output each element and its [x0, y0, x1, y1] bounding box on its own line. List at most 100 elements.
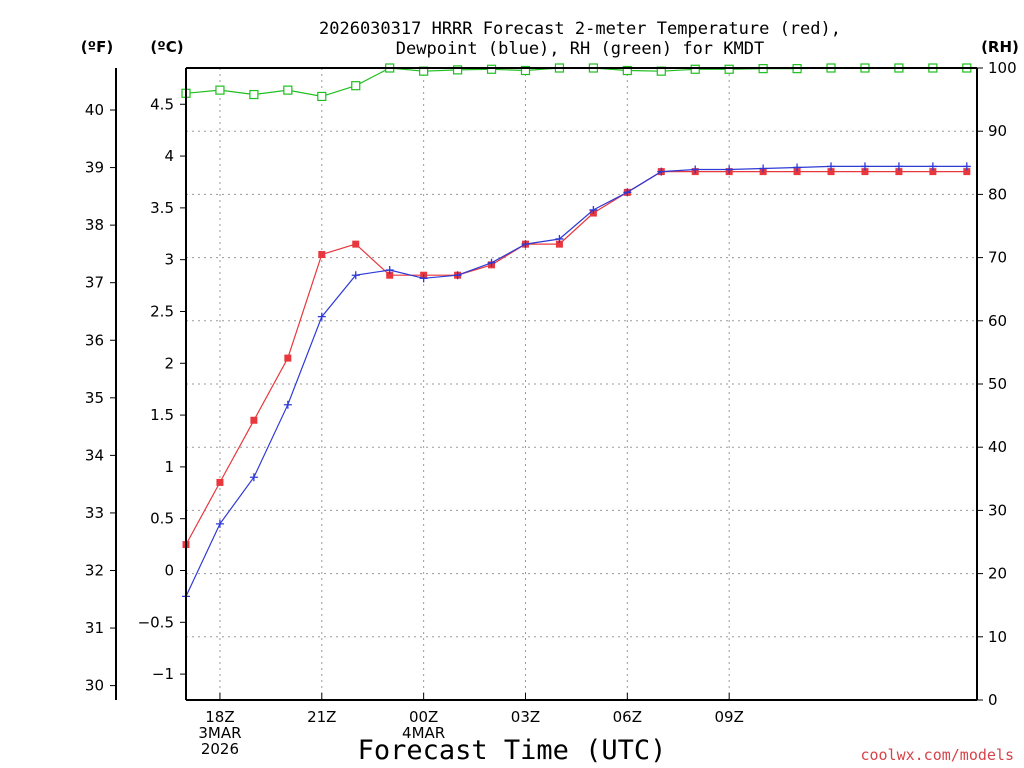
dewpoint-point — [725, 165, 734, 174]
rh-point — [283, 85, 293, 95]
dewpoint-point — [928, 162, 937, 171]
dewpoint-point — [894, 162, 903, 171]
dewpoint-point — [589, 205, 598, 214]
rh-point — [486, 64, 497, 74]
temperature-point — [929, 168, 937, 176]
chart-title-line2: Dewpoint (blue), RH (green) for KMDT — [396, 39, 764, 59]
fahrenheit-tick-label: 31 — [85, 619, 104, 637]
dewpoint-point — [691, 165, 700, 174]
temperature-point — [216, 478, 224, 486]
x-tick-label: 2026 — [201, 740, 239, 758]
fahrenheit-tick-label: 32 — [85, 561, 104, 579]
x-tick-label: 4MAR — [402, 724, 445, 742]
celsius-tick-label: 2.5 — [150, 302, 174, 320]
celsius-tick-label: −1 — [152, 665, 174, 683]
temperature-point — [555, 240, 563, 248]
rh-series-line — [185, 67, 967, 98]
dewpoint-point — [317, 312, 326, 321]
dewpoint-series-line — [185, 165, 967, 597]
dewpoint-point — [657, 167, 666, 176]
rh-point — [317, 91, 327, 102]
chart-title-line1: 2026030317 HRRR Forecast 2-meter Tempera… — [319, 19, 841, 39]
celsius-tick-label: 0 — [164, 561, 174, 579]
dewpoint-point — [555, 234, 564, 243]
celsius-tick-label: 4 — [164, 147, 174, 165]
celsius-unit-label: (ºC) — [150, 38, 183, 56]
temperature-point — [318, 250, 326, 258]
rh-tick-label: 30 — [988, 501, 1007, 519]
celsius-tick-label: 1 — [164, 458, 174, 476]
temperature-point — [352, 240, 360, 248]
fahrenheit-unit-label: (ºF) — [81, 38, 113, 56]
rh-tick-label: 40 — [988, 438, 1007, 456]
rh-point — [452, 65, 463, 75]
rh-point — [724, 64, 734, 74]
dewpoint-point — [385, 266, 394, 275]
temperature-point — [827, 168, 835, 176]
temperature-point — [895, 168, 903, 176]
fahrenheit-tick-label: 37 — [85, 274, 104, 292]
celsius-tick-label: 3 — [164, 251, 174, 269]
dewpoint-point — [453, 271, 462, 280]
fahrenheit-tick-label: 40 — [85, 101, 104, 119]
temperature-point — [861, 168, 869, 176]
dewpoint-point — [419, 274, 428, 283]
dewpoint-point — [759, 164, 768, 173]
series-layer — [181, 63, 972, 601]
rh-point — [520, 65, 531, 76]
x-tick-label: 09Z — [714, 708, 743, 726]
fahrenheit-tick-label: 39 — [85, 159, 104, 177]
dewpoint-point — [487, 258, 496, 267]
watermark: coolwx.com/models — [860, 746, 1014, 764]
fahrenheit-tick-label: 30 — [85, 677, 104, 695]
fahrenheit-tick-label: 35 — [85, 389, 104, 407]
fahrenheit-tick-label: 38 — [85, 216, 104, 234]
dewpoint-point — [793, 163, 802, 172]
rh-point — [249, 89, 259, 100]
rh-tick-label: 80 — [988, 185, 1007, 203]
temperature-point — [793, 168, 801, 176]
celsius-tick-label: 0.5 — [150, 510, 174, 528]
temperature-point — [963, 168, 971, 176]
celsius-tick-label: 2 — [164, 354, 174, 372]
dewpoint-point — [623, 188, 632, 197]
dewpoint-point — [283, 400, 292, 409]
rh-tick-label: 10 — [988, 628, 1007, 646]
celsius-tick-label: −0.5 — [138, 613, 174, 631]
temperature-point — [250, 416, 258, 424]
rh-tick-label: 100 — [988, 59, 1017, 77]
rh-unit-label: (RH) — [981, 38, 1019, 56]
dewpoint-point — [521, 240, 530, 249]
axis-layer: 3031323334353637383940−1−0.500.511.522.5… — [85, 59, 1017, 758]
x-axis-label: Forecast Time (UTC) — [358, 735, 667, 766]
rh-tick-label: 50 — [988, 375, 1007, 393]
temperature-series-line — [185, 171, 967, 545]
fahrenheit-tick-label: 33 — [85, 504, 104, 522]
dewpoint-point — [249, 473, 258, 482]
celsius-tick-label: 4.5 — [150, 95, 174, 113]
temperature-point — [284, 354, 292, 362]
rh-point — [622, 65, 632, 76]
celsius-tick-label: 3.5 — [150, 199, 174, 217]
dewpoint-point — [962, 162, 971, 171]
dewpoint-point — [827, 162, 836, 171]
rh-tick-label: 20 — [988, 565, 1007, 583]
rh-tick-label: 90 — [988, 122, 1007, 140]
x-tick-label: 03Z — [511, 708, 540, 726]
grid-layer — [186, 68, 977, 700]
rh-tick-label: 70 — [988, 249, 1007, 267]
x-tick-label: 3MAR — [198, 724, 241, 742]
rh-point — [351, 81, 361, 91]
dewpoint-point — [215, 519, 224, 528]
rh-point — [215, 85, 225, 95]
fahrenheit-tick-label: 36 — [85, 331, 104, 349]
temperature-point — [386, 271, 394, 279]
rh-point — [690, 64, 700, 74]
x-tick-label: 06Z — [613, 708, 642, 726]
rh-tick-label: 0 — [988, 691, 998, 709]
x-tick-label: 21Z — [307, 708, 336, 726]
celsius-tick-label: 1.5 — [150, 406, 174, 424]
dewpoint-point — [860, 162, 869, 171]
x-tick-label: 18Z — [205, 708, 234, 726]
